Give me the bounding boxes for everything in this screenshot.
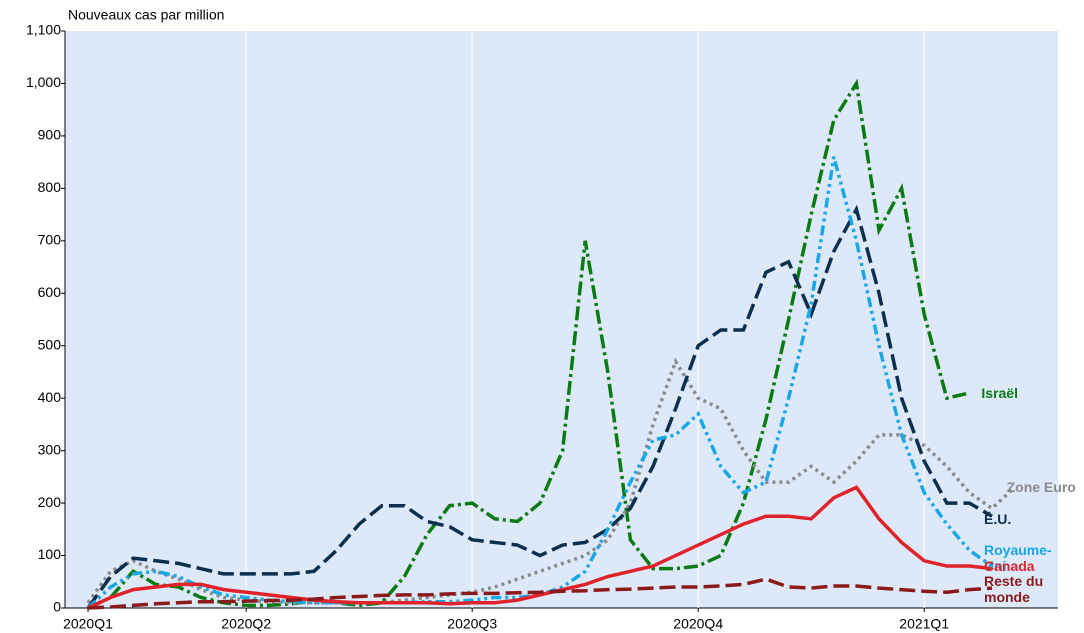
series-label: Canada: [984, 558, 1035, 575]
y-tick-label: 800: [38, 179, 62, 195]
x-tick-label: 2020Q3: [447, 616, 497, 632]
y-tick-label: 1,100: [26, 22, 61, 38]
y-axis-label: Nouveaux cas par million: [68, 7, 224, 23]
y-tick-label: 400: [38, 389, 62, 405]
x-tick-label: 2021Q1: [899, 616, 949, 632]
y-tick-label: 900: [38, 127, 62, 143]
y-tick-label: 200: [38, 494, 62, 510]
y-tick-label: 700: [38, 232, 62, 248]
series-label: Royaume-Uni: [984, 542, 1052, 575]
series-line: [86, 204, 993, 610]
series-label: Zone Euro: [1006, 479, 1076, 496]
y-tick-label: 500: [38, 336, 62, 352]
y-tick-label: 600: [38, 284, 62, 300]
series-line: [87, 485, 993, 610]
series-label: Israël: [981, 384, 1018, 401]
x-tick-label: 2020Q2: [221, 616, 271, 632]
series-label: É.U.: [984, 510, 1012, 527]
y-tick-label: 0: [53, 599, 61, 615]
x-tick-label: 2020Q4: [673, 616, 723, 632]
series-line: [87, 577, 993, 610]
series-line: [86, 357, 1016, 605]
y-tick-label: 1,000: [26, 74, 61, 90]
plot-area: [65, 31, 1058, 608]
y-tick-label: 100: [38, 546, 62, 562]
x-tick-label: 2020Q1: [63, 616, 113, 632]
series-label: Reste du monde: [984, 573, 1044, 606]
y-tick-label: 300: [38, 441, 62, 457]
